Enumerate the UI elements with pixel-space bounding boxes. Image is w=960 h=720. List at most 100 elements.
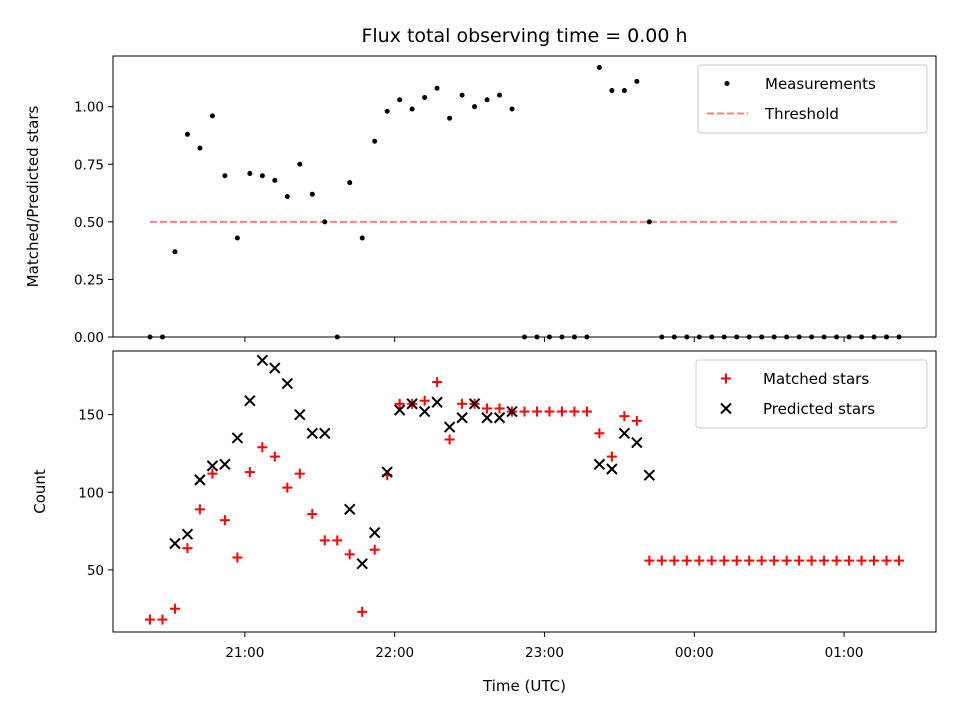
matched-star-point [806, 555, 817, 566]
measurement-point [197, 145, 203, 151]
measurement-point [347, 180, 353, 186]
predicted-star-point [244, 394, 256, 407]
matched-star-point [881, 555, 892, 566]
predicted-star-point [468, 398, 481, 410]
matched-star-point [332, 535, 343, 546]
predicted-star-point-b [256, 354, 269, 367]
top-y-tick-label: 1.00 [74, 100, 104, 116]
measurement-point [234, 235, 240, 241]
matched-star-point [219, 515, 230, 526]
predicted-star-point [493, 412, 506, 424]
chart-title: Flux total observing time = 0.00 h [361, 25, 687, 47]
predicted-star-point [256, 354, 269, 367]
legend-measurements-marker [724, 81, 730, 86]
matched-star-point [619, 411, 630, 422]
matched-star-point [207, 468, 218, 479]
predicted-star-point [368, 526, 381, 539]
predicted-star-point-b [418, 405, 431, 418]
x-tick-label: 00:00 [675, 645, 714, 661]
predicted-star-point-b [493, 412, 506, 424]
predicted-star-point [618, 427, 631, 439]
predicted-star-point-b [368, 526, 381, 539]
predicted-star-point [219, 458, 231, 471]
x-axis-label: Time (UTC) [482, 677, 566, 695]
measurement-point [322, 219, 328, 225]
matched-star-point [644, 555, 655, 566]
predicted-star-point [194, 474, 206, 486]
matched-star-point [756, 555, 767, 566]
matched-star-point [369, 544, 380, 555]
matched-star-point [482, 403, 493, 414]
top-y-tick-label: 0.25 [74, 272, 104, 288]
predicted-star-point [631, 436, 643, 449]
predicted-star-point-b [443, 421, 456, 433]
predicted-star-point-b [206, 460, 219, 472]
matched-star-point [556, 406, 567, 417]
matched-star-point [519, 406, 530, 417]
predicted-star-point-b [181, 528, 194, 540]
matched-star-point [357, 606, 368, 617]
predicted-star-point [306, 427, 318, 439]
matched-star-point [244, 467, 255, 478]
predicted-star-point [231, 432, 244, 444]
legend-predicted-label: Predicted stars [763, 400, 875, 418]
measurement-point [284, 194, 290, 199]
matched-star-point [656, 555, 667, 566]
matched-star-point [631, 415, 642, 426]
legend-predicted-glyph [720, 402, 732, 415]
predicted-star-point [381, 466, 393, 478]
matched-star-point [856, 555, 867, 566]
matched-star-point [394, 398, 405, 409]
top-y-ticks: 0.00 0.25 0.50 0.75 1.00 [74, 100, 113, 346]
legend-threshold-label: Threshold [764, 105, 839, 123]
measurement-point [459, 92, 465, 98]
predicted-star-point-b [406, 398, 418, 410]
matched-star-point [432, 377, 443, 388]
measurement-point [297, 161, 303, 167]
predicted-star-point [206, 460, 219, 472]
matched-star-point [819, 555, 830, 566]
predicted-star-point [643, 469, 656, 481]
measurement-point [184, 131, 190, 137]
x-tick-label: 22:00 [375, 645, 414, 661]
matched-star-point [182, 543, 193, 554]
bottom-plot-marks [145, 354, 904, 625]
measurement-point [596, 65, 602, 71]
matched-star-point [194, 504, 205, 515]
legend-measurements-label: Measurements [765, 75, 876, 93]
predicted-star-point [169, 537, 181, 550]
top-y-tick-label: 0.75 [74, 157, 104, 173]
predicted-star-point-b [169, 537, 181, 550]
matched-star-point [869, 555, 880, 566]
matched-star-point [282, 482, 293, 493]
legend-matched-marker [721, 373, 731, 384]
measurement-point [384, 108, 390, 114]
matched-star-point [169, 603, 180, 614]
measurement-point [272, 177, 278, 183]
matched-star-point [794, 555, 805, 566]
predicted-star-point [406, 398, 418, 410]
bottom-y-tick-label: 100 [78, 485, 104, 501]
predicted-star-point [356, 557, 368, 570]
measurement-point [422, 94, 428, 100]
panel-ratio: 0.00 0.25 0.50 0.75 1.00 Matched/Predicted s… [24, 55, 937, 346]
matched-star-point [719, 555, 730, 566]
predicted-star-point-b [231, 432, 244, 444]
predicted-star-point-b [306, 427, 318, 439]
legend-predicted-glyph-b [720, 402, 732, 415]
matched-star-point [344, 549, 355, 560]
predicted-star-point-b [381, 466, 393, 478]
predicted-star-point-b [356, 557, 368, 570]
predicted-star-point-b [468, 398, 481, 410]
predicted-star-point [418, 405, 431, 418]
predicted-star-point-b [294, 408, 306, 421]
predicted-star-point [294, 408, 306, 421]
matched-star-point [232, 552, 243, 563]
matched-star-point [157, 614, 168, 625]
measurement-point [372, 138, 378, 144]
predicted-star-point [593, 458, 606, 471]
matched-star-point [457, 398, 468, 409]
matched-star-point [894, 555, 904, 566]
matched-star-point [581, 406, 592, 417]
